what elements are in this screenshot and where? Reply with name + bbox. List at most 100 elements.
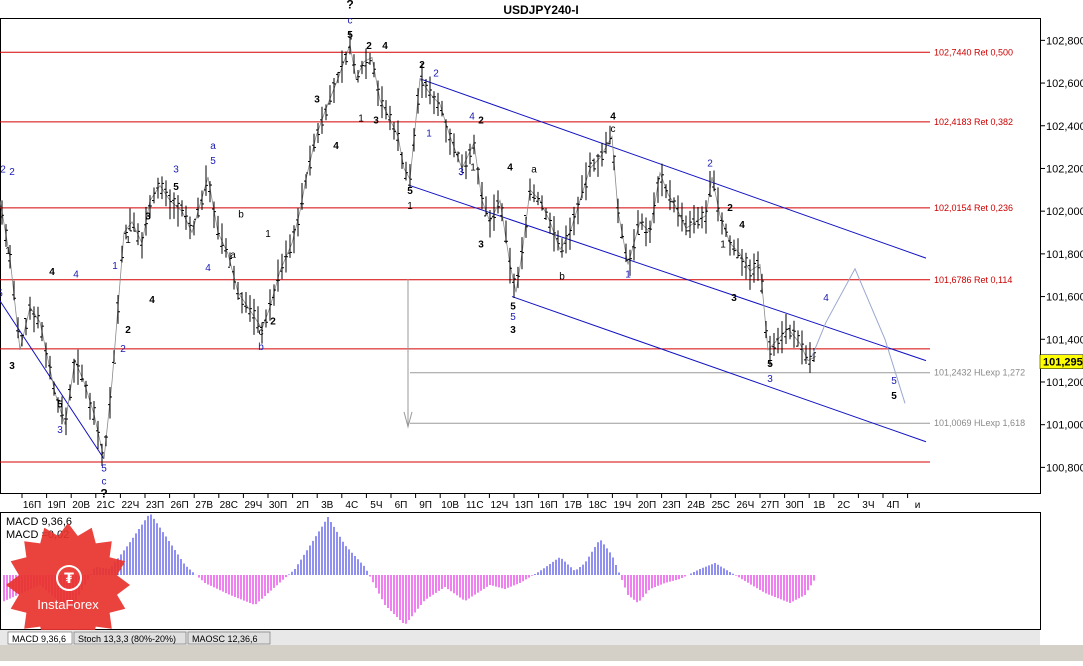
wave-label: b <box>559 271 565 282</box>
wave-label: ? <box>100 486 107 500</box>
fib-level-label: 101,6786 Ret 0,114 <box>934 275 1012 285</box>
x-tick-label: 24В <box>687 500 705 511</box>
wave-label: 1 <box>407 201 413 212</box>
x-tick-label: 30П <box>785 500 803 511</box>
wave-label: 1 <box>625 269 631 280</box>
wave-label: 5 <box>347 30 353 41</box>
wave-label: b <box>238 210 244 221</box>
wave-label: 2 <box>270 316 276 327</box>
projection-arrowhead <box>403 411 413 429</box>
wave-label: 2 <box>433 69 439 80</box>
wave-label: 3 <box>373 116 379 127</box>
x-tick-label: 13П <box>515 500 533 511</box>
x-tick-label: и <box>915 500 921 511</box>
x-tick-label: 11С <box>466 500 484 511</box>
y-tick-label: 101,200 <box>1046 377 1083 389</box>
wave-label: 1 <box>125 235 131 246</box>
wave-label: c <box>259 327 264 338</box>
x-tick-label: 1В <box>813 500 826 511</box>
current-price-box <box>1039 354 1083 369</box>
wave-label: 2 <box>366 41 372 52</box>
x-tick-label: 3В <box>321 500 334 511</box>
x-tick-label: 23П <box>662 500 680 511</box>
extension-level-label: 101,0069 HLexp 1,618 <box>934 418 1025 428</box>
x-tick-label: 4П <box>887 500 900 511</box>
wave-label: 3 <box>731 293 737 304</box>
wave-label: 2 <box>0 165 6 176</box>
wave-label: 4 <box>73 269 79 280</box>
x-tick-label: 16П <box>23 500 41 511</box>
indicator-tab <box>73 631 187 645</box>
wave-label: 4 <box>149 295 155 306</box>
fib-level-label: 102,4183 Ret 0,382 <box>934 117 1013 127</box>
x-tick-label: 20В <box>72 500 90 511</box>
x-tick-label: 21С <box>97 500 115 511</box>
indicator-tab-label[interactable]: MACD 9,36,6 <box>12 634 66 644</box>
wave-label: 5 <box>173 182 179 193</box>
wave-label: 2 <box>478 116 484 127</box>
wave-label: 3 <box>767 374 773 385</box>
indicator-tab <box>187 631 271 645</box>
wave-label: 3 <box>458 167 464 178</box>
y-tick-label: 100,800 <box>1046 462 1083 474</box>
wave-label: 4 <box>333 141 339 152</box>
wave-label: 3 <box>510 325 516 336</box>
wave-label: 2 <box>727 203 733 214</box>
extension-level-label: 101,2432 HLexp 1,272 <box>934 368 1025 378</box>
x-tick-label: 16П <box>539 500 557 511</box>
wave-label: 3 <box>478 239 484 250</box>
y-tick-label: 101,800 <box>1046 249 1083 261</box>
y-tick-label: 101,000 <box>1046 420 1083 432</box>
wave-label: 2 <box>707 158 713 169</box>
wave-label: 3 <box>57 425 63 436</box>
watermark-text: InstaForex <box>37 597 99 612</box>
indicator-tab-label[interactable]: MAOSC 12,36,6 <box>192 634 258 644</box>
x-tick-label: 23П <box>146 500 164 511</box>
y-tick-label: 102,200 <box>1046 163 1083 175</box>
wave-label: 5 <box>510 301 516 312</box>
wave-label: 5 <box>767 359 773 370</box>
wave-label: 5 <box>407 186 413 197</box>
wave-label: a <box>230 250 236 261</box>
x-tick-label: 26П <box>170 500 188 511</box>
x-tick-label: 25С <box>712 500 730 511</box>
wave-label: 4 <box>382 41 388 52</box>
wave-label: 2 <box>9 167 15 178</box>
x-tick-label: 6П <box>395 500 408 511</box>
y-tick-label: 101,400 <box>1046 334 1083 346</box>
instaforex-logo: ₮ InstaForex <box>6 523 130 647</box>
y-tick-label: 101,600 <box>1046 292 1083 304</box>
fib-level-label: 102,7440 Ret 0,500 <box>934 47 1013 57</box>
wave-label: 2 <box>419 60 425 71</box>
wave-label: 5 <box>0 289 3 300</box>
wave-label: 5 <box>891 376 897 387</box>
indicator-tab-label[interactable]: Stoch 13,3,3 (80%-20%) <box>78 634 176 644</box>
wave-label: 4 <box>823 293 829 304</box>
x-tick-label: 19П <box>47 500 65 511</box>
wave-label: 1 <box>265 229 271 240</box>
wave-label: 5 <box>101 464 107 475</box>
wave-label: 3 <box>314 94 320 105</box>
y-tick-label: 102,400 <box>1046 121 1083 133</box>
wave-label: 3 <box>9 361 15 372</box>
wave-label: 5 <box>210 156 216 167</box>
wave-label: 4 <box>610 111 616 122</box>
wave-label: 1 <box>720 239 726 250</box>
x-tick-label: 29Ч <box>245 500 263 511</box>
svg-text:₮: ₮ <box>64 571 74 587</box>
wave-label: ? <box>346 0 353 11</box>
x-tick-label: 27В <box>195 500 213 511</box>
x-tick-label: 10В <box>441 500 459 511</box>
x-tick-label: 20П <box>638 500 656 511</box>
chart-title: USDJPY240-I <box>503 3 578 17</box>
wave-label: 1 <box>358 113 364 124</box>
x-tick-label: 19Ч <box>614 500 632 511</box>
macd-panel-frame <box>0 512 1041 630</box>
wave-label: 3 <box>173 165 179 176</box>
x-tick-label: 26Ч <box>737 500 755 511</box>
trend-channel-line <box>419 78 927 259</box>
wave-label: c <box>102 476 107 487</box>
wave-label: b <box>258 342 264 353</box>
